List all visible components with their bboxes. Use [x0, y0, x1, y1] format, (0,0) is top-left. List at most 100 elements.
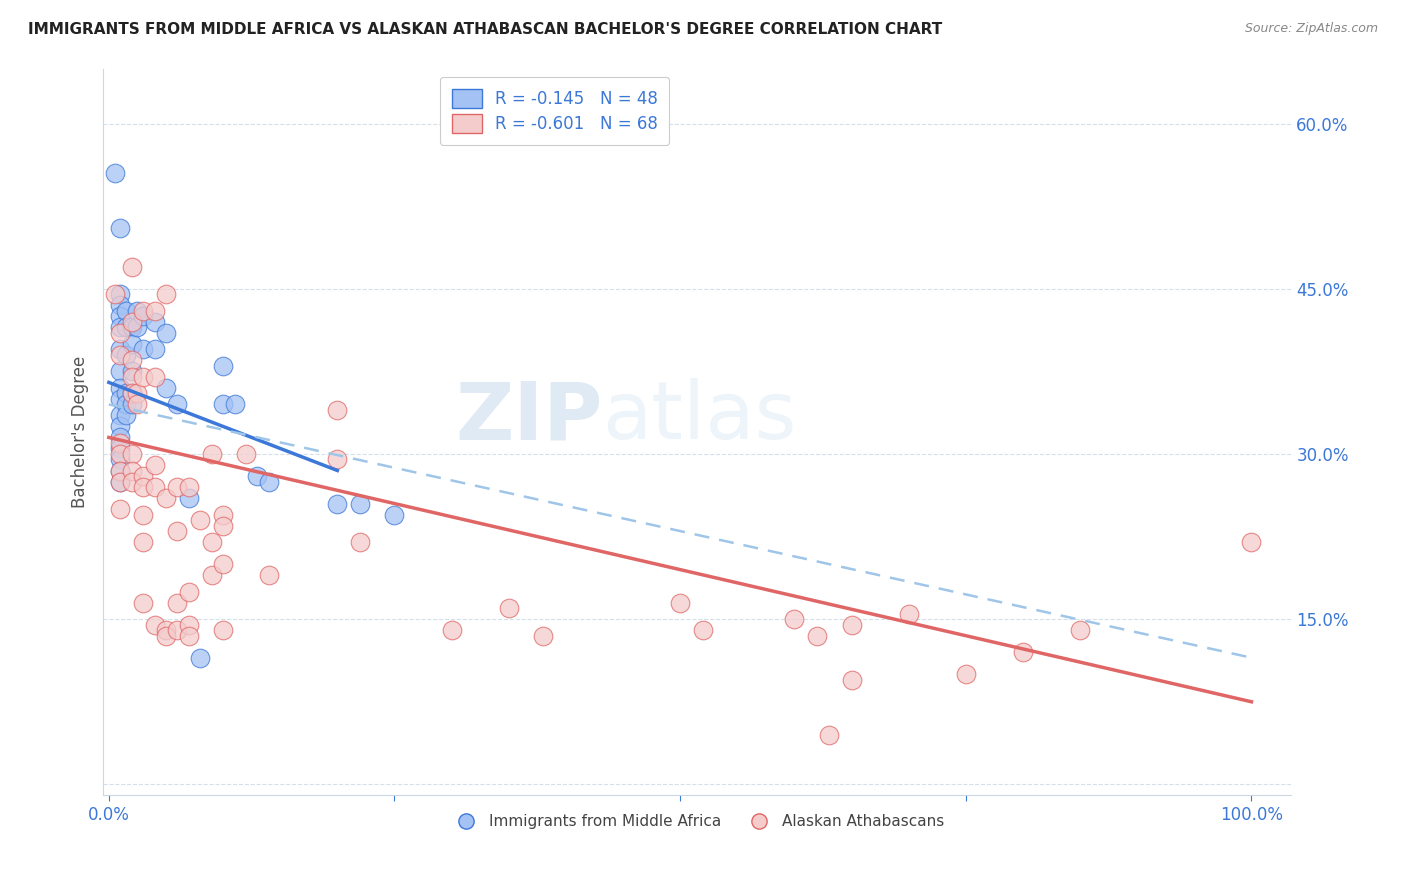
- Point: [132, 596, 155, 610]
- Point: [143, 370, 166, 384]
- Point: [115, 386, 138, 401]
- Point: [121, 336, 143, 351]
- Point: [188, 650, 211, 665]
- Legend: Immigrants from Middle Africa, Alaskan Athabascans: Immigrants from Middle Africa, Alaskan A…: [444, 808, 950, 835]
- Text: Source: ZipAtlas.com: Source: ZipAtlas.com: [1244, 22, 1378, 36]
- Point: [127, 397, 149, 411]
- Point: [326, 452, 349, 467]
- Point: [110, 502, 132, 516]
- Point: [110, 436, 132, 450]
- Point: [692, 623, 714, 637]
- Point: [115, 409, 138, 423]
- Point: [132, 310, 155, 324]
- Point: [166, 397, 188, 411]
- Text: IMMIGRANTS FROM MIDDLE AFRICA VS ALASKAN ATHABASCAN BACHELOR'S DEGREE CORRELATIO: IMMIGRANTS FROM MIDDLE AFRICA VS ALASKAN…: [28, 22, 942, 37]
- Point: [115, 320, 138, 334]
- Text: atlas: atlas: [602, 378, 797, 457]
- Point: [127, 386, 149, 401]
- Point: [166, 596, 188, 610]
- Point: [326, 497, 349, 511]
- Point: [212, 397, 235, 411]
- Point: [384, 508, 406, 522]
- Point: [349, 497, 371, 511]
- Point: [143, 315, 166, 329]
- Point: [166, 524, 188, 538]
- Point: [155, 623, 177, 637]
- Point: [132, 508, 155, 522]
- Point: [166, 480, 188, 494]
- Point: [143, 343, 166, 357]
- Point: [110, 310, 132, 324]
- Point: [143, 617, 166, 632]
- Point: [110, 419, 132, 434]
- Point: [143, 480, 166, 494]
- Point: [841, 617, 863, 632]
- Point: [110, 392, 132, 406]
- Point: [110, 343, 132, 357]
- Point: [177, 491, 200, 505]
- Point: [201, 535, 224, 549]
- Point: [841, 673, 863, 687]
- Point: [110, 320, 132, 334]
- Point: [201, 568, 224, 582]
- Point: [955, 667, 977, 681]
- Text: ZIP: ZIP: [456, 378, 602, 457]
- Point: [110, 442, 132, 456]
- Point: [110, 452, 132, 467]
- Point: [155, 491, 177, 505]
- Point: [188, 513, 211, 527]
- Point: [110, 447, 132, 461]
- Point: [155, 381, 177, 395]
- Point: [257, 568, 280, 582]
- Point: [1012, 645, 1035, 659]
- Point: [132, 469, 155, 483]
- Point: [110, 409, 132, 423]
- Point: [121, 447, 143, 461]
- Point: [498, 601, 520, 615]
- Point: [103, 166, 125, 180]
- Point: [212, 359, 235, 373]
- Point: [166, 623, 188, 637]
- Point: [177, 584, 200, 599]
- Point: [212, 508, 235, 522]
- Point: [177, 617, 200, 632]
- Point: [132, 343, 155, 357]
- Point: [349, 535, 371, 549]
- Point: [155, 326, 177, 340]
- Point: [121, 386, 143, 401]
- Point: [121, 370, 143, 384]
- Point: [326, 403, 349, 417]
- Point: [110, 326, 132, 340]
- Point: [110, 381, 132, 395]
- Point: [121, 364, 143, 378]
- Point: [201, 447, 224, 461]
- Point: [121, 320, 143, 334]
- Point: [121, 386, 143, 401]
- Point: [246, 469, 269, 483]
- Point: [110, 463, 132, 477]
- Point: [257, 475, 280, 489]
- Point: [212, 557, 235, 571]
- Point: [115, 348, 138, 362]
- Point: [115, 397, 138, 411]
- Point: [115, 303, 138, 318]
- Point: [110, 430, 132, 444]
- Point: [132, 480, 155, 494]
- Point: [110, 364, 132, 378]
- Point: [143, 303, 166, 318]
- Point: [110, 348, 132, 362]
- Point: [235, 447, 257, 461]
- Point: [110, 475, 132, 489]
- Point: [143, 458, 166, 472]
- Point: [212, 623, 235, 637]
- Point: [177, 480, 200, 494]
- Point: [897, 607, 920, 621]
- Point: [440, 623, 463, 637]
- Point: [177, 629, 200, 643]
- Point: [121, 397, 143, 411]
- Point: [103, 287, 125, 301]
- Point: [121, 260, 143, 274]
- Point: [806, 629, 828, 643]
- Point: [110, 287, 132, 301]
- Point: [132, 303, 155, 318]
